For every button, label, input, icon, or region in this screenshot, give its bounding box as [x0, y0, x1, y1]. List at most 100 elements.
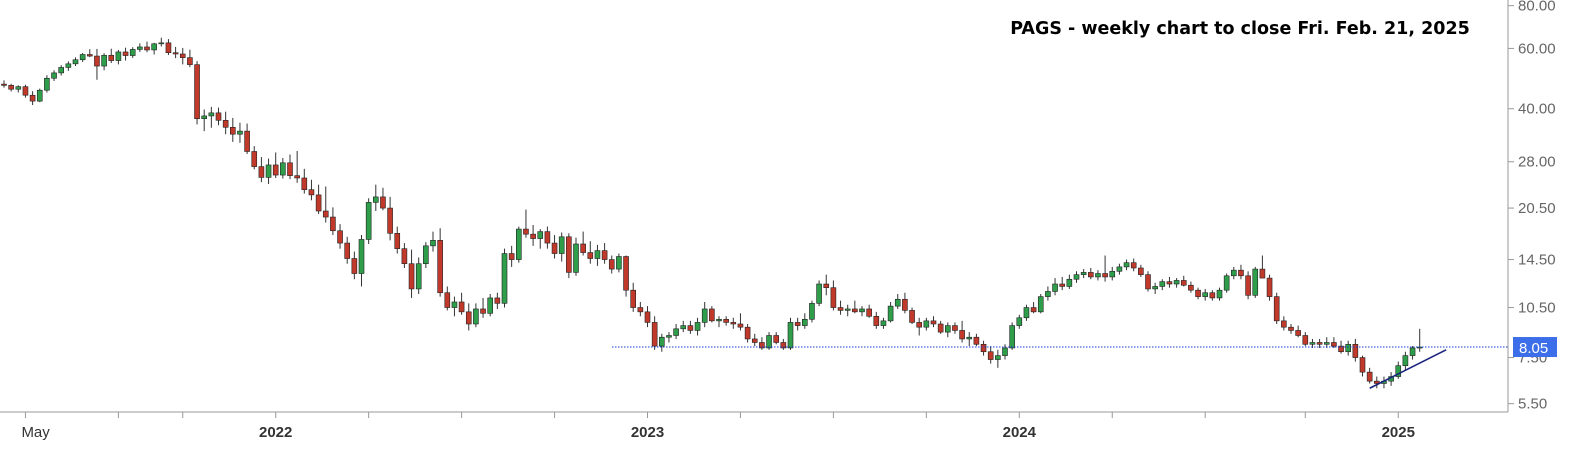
candle-body-down [523, 229, 528, 234]
candle [645, 306, 650, 327]
candle [338, 224, 343, 249]
candle-body-down [795, 322, 800, 325]
candle-body-up [1124, 263, 1129, 267]
candle [230, 118, 235, 142]
candle-body-up [1003, 348, 1008, 356]
candle [1260, 256, 1265, 279]
candle [345, 237, 350, 264]
candle [459, 293, 464, 315]
candle-body-down [395, 233, 400, 248]
candle [924, 318, 929, 331]
candle [502, 249, 507, 308]
candle [187, 50, 192, 67]
candle-body-down [338, 231, 343, 243]
candle-body-down [1303, 335, 1308, 344]
candle [223, 112, 228, 134]
candle-body-up [1045, 291, 1050, 296]
candle [1031, 302, 1036, 313]
candle-body-down [345, 243, 350, 258]
candle [1060, 277, 1065, 290]
candle-body-down [1131, 263, 1136, 268]
candle [452, 297, 457, 317]
candle [674, 324, 679, 339]
candle-body-up [66, 64, 71, 68]
candle-body-down [752, 339, 757, 343]
candle-body-down [1353, 344, 1358, 357]
candle-body-down [30, 95, 35, 101]
candle [688, 321, 693, 334]
candle-body-down [323, 211, 328, 217]
candle [1303, 332, 1308, 346]
candle [373, 185, 378, 211]
candle-body-down [245, 131, 250, 151]
candle-body-down [609, 260, 614, 270]
candle-body-up [488, 298, 493, 313]
candle [1367, 368, 1372, 384]
candle [910, 308, 915, 324]
candle-body-down [910, 310, 915, 322]
candle-body-down [1246, 276, 1251, 296]
candle [1196, 288, 1201, 300]
candle [1374, 377, 1379, 389]
candle [702, 302, 707, 327]
candle [516, 227, 521, 263]
candle-body-up [1203, 293, 1208, 297]
candle-body-down [445, 293, 450, 308]
candle [960, 321, 965, 343]
candle [974, 334, 979, 346]
candle-body-down [1188, 285, 1193, 290]
candle [874, 312, 879, 329]
candle-body-down [1289, 327, 1294, 330]
candle [824, 275, 829, 296]
candle-body-down [302, 178, 307, 190]
candle-body-up [788, 322, 793, 348]
candle-body-up [416, 264, 421, 289]
candle-body-down [960, 330, 965, 338]
candle [831, 280, 836, 310]
candle-body-up [73, 60, 78, 64]
candle-body-up [1095, 274, 1100, 277]
candle [860, 306, 865, 316]
candle [495, 293, 500, 309]
candle-body-down [624, 257, 629, 291]
candle [802, 313, 807, 328]
candle-body-up [44, 78, 49, 90]
axes-layer: 5.507.5010.5014.5020.5028.0040.0060.0080… [0, 0, 1557, 441]
candle [1353, 339, 1358, 362]
candle [288, 154, 293, 179]
candle [523, 210, 528, 238]
candle-body-down [2, 84, 7, 85]
y-tick-label: 5.50 [1518, 396, 1547, 413]
candle-body-up [995, 356, 1000, 360]
candle-body-down [1296, 330, 1301, 335]
candle [838, 301, 843, 315]
candle [1010, 322, 1015, 349]
candle-body-down [216, 113, 221, 120]
candle-body-up [1153, 286, 1158, 288]
candle [1403, 352, 1408, 370]
candle [1117, 264, 1122, 275]
candle [1210, 290, 1215, 300]
candle [852, 301, 857, 314]
candle-body-down [552, 243, 557, 253]
candle-body-up [595, 251, 600, 259]
candle [1160, 279, 1165, 290]
candle [316, 185, 321, 214]
candle-body-down [466, 312, 471, 324]
candle-body-up [423, 246, 428, 264]
candle-body-down [709, 309, 714, 321]
chart-title: PAGS - weekly chart to close Fri. Feb. 2… [1000, 19, 1480, 39]
candle [1360, 356, 1365, 377]
candle-body-up [502, 254, 507, 304]
candle [445, 286, 450, 310]
candle [309, 180, 314, 201]
candle-body-up [130, 49, 135, 55]
candle-body-up [1067, 279, 1072, 286]
candle [1124, 260, 1129, 271]
candle-body-up [924, 321, 929, 327]
candle-body-up [1324, 342, 1329, 344]
candle [638, 302, 643, 316]
candle [9, 84, 14, 92]
candle-body-down [724, 319, 729, 322]
y-tick-label: 14.50 [1518, 252, 1556, 269]
